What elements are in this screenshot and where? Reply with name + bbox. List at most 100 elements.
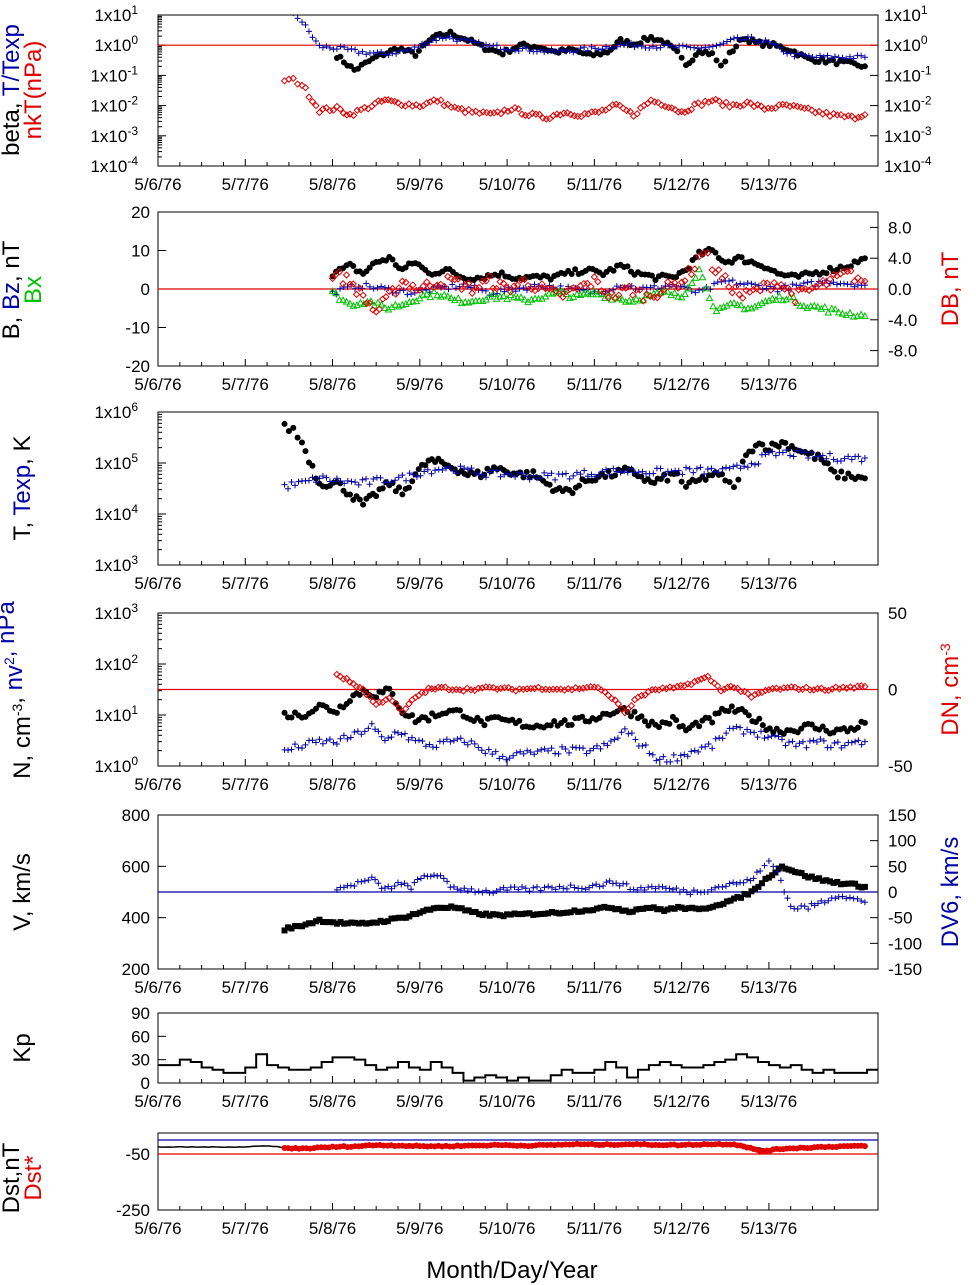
data-point xyxy=(618,729,625,736)
data-point xyxy=(639,297,647,305)
data-point xyxy=(344,477,351,484)
x-tick-label: 5/11/76 xyxy=(567,775,622,794)
data-point xyxy=(305,920,312,927)
data-point xyxy=(730,725,737,732)
data-point xyxy=(534,748,541,755)
data-point xyxy=(674,284,682,292)
data-point xyxy=(617,705,626,713)
data-point xyxy=(475,888,482,895)
data-point xyxy=(356,683,364,692)
data-point xyxy=(735,476,742,483)
data-point xyxy=(400,48,407,55)
data-point xyxy=(337,285,344,292)
data-point xyxy=(837,881,844,888)
data-point xyxy=(758,728,765,735)
data-point xyxy=(724,38,731,45)
data-point xyxy=(382,695,390,704)
data-point xyxy=(333,709,340,716)
data-point xyxy=(524,281,532,290)
x-tick-label: 5/13/76 xyxy=(741,978,798,997)
data-point xyxy=(808,278,815,285)
data-point xyxy=(499,291,508,299)
data-point xyxy=(386,685,393,692)
data-point xyxy=(737,280,744,287)
data-point xyxy=(471,740,478,747)
data-point xyxy=(523,473,529,480)
data-point xyxy=(683,43,690,50)
data-point xyxy=(702,743,709,750)
data-point xyxy=(285,924,292,931)
data-point xyxy=(832,895,839,902)
data-point xyxy=(680,886,687,893)
data-point xyxy=(776,44,783,51)
data-point xyxy=(668,42,675,49)
data-point xyxy=(712,249,719,256)
data-point xyxy=(848,880,855,887)
data-point xyxy=(642,742,649,749)
data-point xyxy=(715,469,722,476)
data-point xyxy=(750,102,758,111)
data-point xyxy=(772,452,779,459)
data-point xyxy=(395,284,403,292)
data-point xyxy=(563,109,572,117)
data-point xyxy=(841,455,848,462)
data-point xyxy=(538,280,546,288)
data-point xyxy=(723,730,730,737)
y-tick-label: 1x10-3 xyxy=(90,124,138,146)
data-point xyxy=(660,753,667,760)
data-point xyxy=(510,282,518,290)
data-point xyxy=(569,744,576,751)
data-point xyxy=(392,915,399,922)
data-point xyxy=(593,881,600,888)
data-point xyxy=(861,682,869,691)
data-point xyxy=(388,284,397,293)
data-point xyxy=(855,883,862,890)
data-point xyxy=(821,899,828,906)
x-tick-label: 5/13/76 xyxy=(741,1219,798,1238)
data-point xyxy=(770,278,778,287)
data-point xyxy=(610,45,617,52)
data-point xyxy=(537,46,544,53)
data-point xyxy=(566,47,573,54)
data-point xyxy=(757,867,764,874)
data-point xyxy=(611,294,620,303)
data-point xyxy=(431,685,439,693)
x-tick-label: 5/11/76 xyxy=(567,175,622,194)
kp-point xyxy=(637,1069,639,1071)
data-point xyxy=(651,479,658,486)
data-point xyxy=(861,54,868,61)
data-point xyxy=(569,490,576,497)
data-point xyxy=(791,298,799,307)
data-point xyxy=(292,923,299,930)
data-point xyxy=(566,475,573,482)
data-point xyxy=(589,882,596,889)
data-point xyxy=(452,285,459,292)
data-point xyxy=(678,904,685,911)
series-DN xyxy=(333,670,869,717)
data-point xyxy=(635,42,641,49)
kp-point xyxy=(517,1076,519,1079)
data-point xyxy=(323,704,330,711)
data-point xyxy=(748,888,755,895)
data-point xyxy=(615,291,623,299)
data-point xyxy=(461,465,468,472)
data-point xyxy=(289,74,297,83)
x-tick-label: 5/6/76 xyxy=(134,375,181,394)
data-point xyxy=(775,733,782,740)
data-point xyxy=(479,912,486,919)
data-point xyxy=(631,708,638,715)
data-point xyxy=(493,887,500,894)
data-point xyxy=(732,283,740,291)
data-point xyxy=(530,911,537,918)
data-point xyxy=(556,883,563,890)
data-point xyxy=(512,473,519,480)
data-point xyxy=(604,742,611,749)
data-point xyxy=(604,691,613,699)
x-tick-label: 5/7/76 xyxy=(222,775,269,794)
data-point xyxy=(833,281,840,288)
data-point xyxy=(758,39,765,46)
data-point xyxy=(808,900,815,907)
data-point xyxy=(453,38,460,45)
data-point xyxy=(571,684,580,692)
data-point xyxy=(643,290,651,298)
